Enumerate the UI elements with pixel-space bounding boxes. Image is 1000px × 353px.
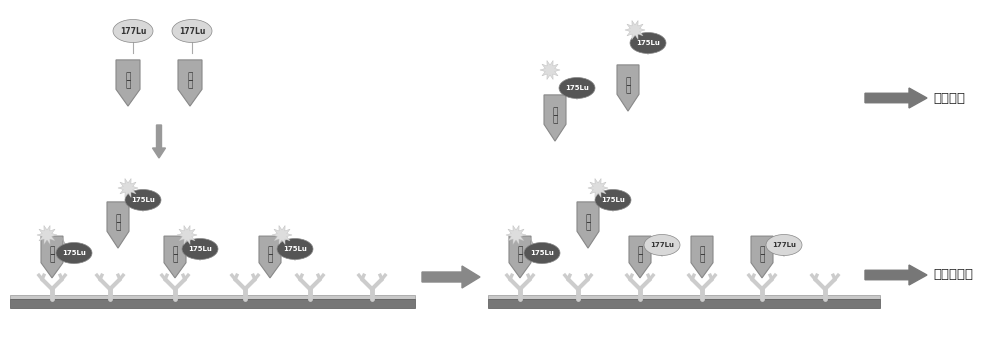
Polygon shape	[272, 226, 292, 245]
Text: 多
肽: 多 肽	[187, 72, 193, 89]
Ellipse shape	[113, 19, 153, 42]
Text: 放射性计数: 放射性计数	[933, 269, 973, 281]
Polygon shape	[41, 236, 63, 278]
Polygon shape	[164, 236, 186, 278]
Polygon shape	[617, 65, 639, 111]
Ellipse shape	[644, 234, 680, 256]
FancyArrow shape	[865, 88, 927, 108]
Polygon shape	[177, 226, 197, 245]
Polygon shape	[629, 236, 651, 278]
Text: 175Lu: 175Lu	[62, 250, 86, 256]
FancyArrow shape	[152, 125, 166, 158]
FancyArrow shape	[422, 266, 480, 288]
Polygon shape	[751, 236, 773, 278]
Polygon shape	[116, 60, 140, 106]
Ellipse shape	[172, 19, 212, 42]
Polygon shape	[625, 20, 645, 40]
Ellipse shape	[630, 32, 666, 54]
Text: 177Lu: 177Lu	[120, 26, 146, 36]
Text: 荧光计数: 荧光计数	[933, 91, 965, 104]
Bar	[488, 295, 880, 299]
Ellipse shape	[559, 78, 595, 98]
Polygon shape	[588, 179, 608, 198]
Text: 多
肽: 多 肽	[125, 72, 131, 89]
Bar	[10, 299, 415, 308]
Text: 多
肽: 多 肽	[699, 247, 705, 264]
Polygon shape	[540, 60, 560, 79]
Ellipse shape	[524, 243, 560, 263]
Text: 多
肽: 多 肽	[115, 214, 121, 231]
Text: 多
肽: 多 肽	[759, 247, 765, 264]
Polygon shape	[577, 202, 599, 248]
Text: 175Lu: 175Lu	[565, 85, 589, 91]
Text: 多
肽: 多 肽	[49, 247, 55, 264]
Polygon shape	[178, 60, 202, 106]
Text: 多
肽: 多 肽	[172, 247, 178, 264]
Text: 多
肽: 多 肽	[267, 247, 273, 264]
Text: 175Lu: 175Lu	[131, 197, 155, 203]
Ellipse shape	[277, 239, 313, 259]
Text: 175Lu: 175Lu	[636, 40, 660, 46]
Text: 多
肽: 多 肽	[585, 214, 591, 231]
Text: 175Lu: 175Lu	[188, 246, 212, 252]
Text: 177Lu: 177Lu	[650, 242, 674, 248]
Polygon shape	[544, 95, 566, 141]
Ellipse shape	[125, 190, 161, 210]
Bar	[488, 299, 880, 308]
Polygon shape	[506, 226, 526, 245]
Text: 175Lu: 175Lu	[601, 197, 625, 203]
Text: 多
肽: 多 肽	[625, 77, 631, 94]
Polygon shape	[691, 236, 713, 278]
Text: 多
肽: 多 肽	[552, 107, 558, 124]
Bar	[10, 295, 415, 299]
Text: 177Lu: 177Lu	[179, 26, 205, 36]
Polygon shape	[259, 236, 281, 278]
Polygon shape	[509, 236, 531, 278]
Text: 177Lu: 177Lu	[772, 242, 796, 248]
Ellipse shape	[595, 190, 631, 210]
Polygon shape	[37, 226, 57, 245]
Ellipse shape	[766, 234, 802, 256]
Text: 175Lu: 175Lu	[283, 246, 307, 252]
FancyArrow shape	[865, 265, 927, 285]
Ellipse shape	[182, 239, 218, 259]
Polygon shape	[118, 179, 138, 198]
Text: 多
肽: 多 肽	[517, 247, 523, 264]
Polygon shape	[107, 202, 129, 248]
Ellipse shape	[56, 243, 92, 263]
Text: 175Lu: 175Lu	[530, 250, 554, 256]
Text: 多
肽: 多 肽	[637, 247, 643, 264]
